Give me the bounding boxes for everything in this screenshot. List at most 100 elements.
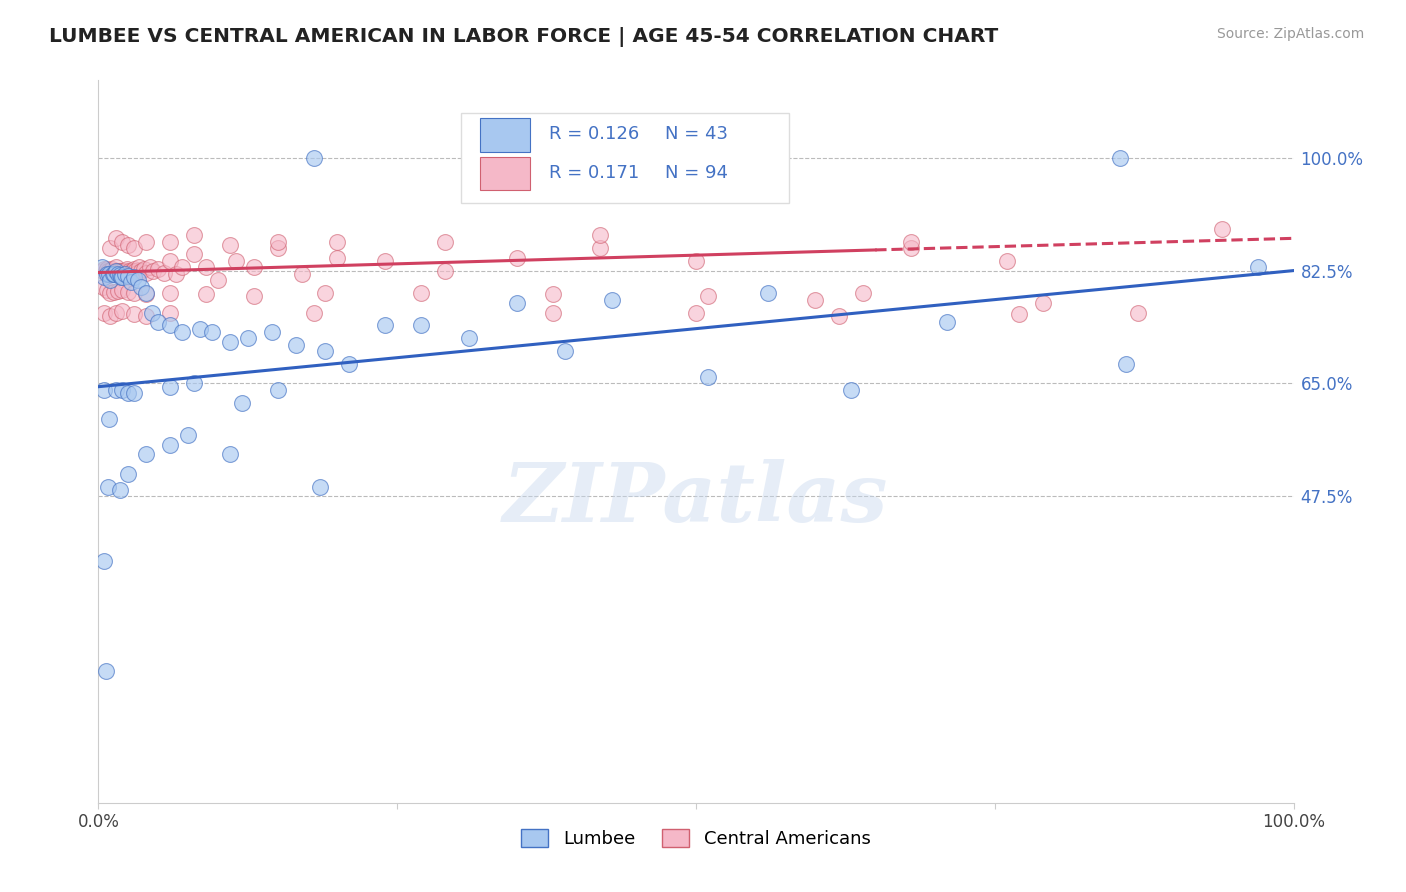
Point	[93, 270, 115, 285]
Point	[107, 266, 129, 280]
Point	[118, 263, 141, 277]
Point	[98, 266, 121, 280]
Point	[541, 305, 564, 319]
Point	[411, 286, 433, 301]
Point	[308, 480, 330, 494]
Point	[103, 267, 125, 281]
Point	[108, 268, 131, 282]
Text: R = 0.171: R = 0.171	[548, 163, 640, 182]
FancyBboxPatch shape	[479, 119, 530, 152]
Point	[107, 263, 129, 277]
Point	[900, 235, 922, 249]
Text: Source: ZipAtlas.com: Source: ZipAtlas.com	[1216, 27, 1364, 41]
Point	[1115, 357, 1137, 371]
Point	[995, 254, 1018, 268]
Point	[121, 263, 143, 277]
Point	[93, 383, 115, 397]
Point	[117, 285, 139, 299]
Point	[506, 251, 529, 265]
Point	[107, 267, 129, 281]
Text: ZIPatlas: ZIPatlas	[503, 459, 889, 540]
Point	[159, 235, 181, 249]
Point	[139, 260, 162, 275]
Point	[93, 305, 115, 319]
Point	[159, 254, 181, 268]
Point	[120, 275, 142, 289]
Point	[141, 305, 163, 319]
Point	[120, 267, 142, 281]
Point	[685, 254, 707, 268]
Point	[128, 260, 150, 275]
Point	[159, 286, 181, 301]
Point	[326, 251, 349, 265]
Point	[207, 273, 229, 287]
Point	[93, 261, 115, 276]
Point	[107, 284, 129, 298]
Point	[697, 289, 720, 303]
Point	[117, 266, 139, 280]
Point	[98, 273, 122, 287]
Point	[104, 263, 127, 277]
Point	[243, 260, 266, 275]
Point	[105, 260, 128, 275]
Point	[135, 266, 157, 280]
Point	[284, 338, 307, 352]
Point	[98, 309, 122, 323]
Point	[339, 357, 361, 371]
Point	[105, 231, 128, 245]
Point	[1211, 221, 1233, 235]
Point	[291, 267, 314, 281]
Point	[828, 309, 851, 323]
Point	[1008, 307, 1031, 321]
Point	[124, 261, 146, 276]
Point	[434, 263, 457, 277]
Point	[159, 380, 181, 394]
Point	[98, 267, 121, 281]
Point	[195, 287, 218, 301]
Point	[100, 261, 122, 276]
Point	[115, 263, 138, 277]
Point	[127, 273, 149, 287]
Point	[124, 307, 146, 321]
Text: N = 94: N = 94	[665, 163, 728, 182]
Point	[131, 279, 153, 293]
Point	[165, 267, 187, 281]
Point	[125, 266, 148, 280]
Point	[101, 267, 124, 281]
Point	[315, 344, 337, 359]
Point	[804, 293, 827, 307]
Point	[101, 266, 124, 280]
Point	[117, 269, 139, 284]
Point	[936, 315, 959, 329]
Point	[117, 237, 139, 252]
Point	[105, 305, 128, 319]
Point	[1032, 296, 1054, 310]
Point	[117, 467, 139, 481]
Legend: Lumbee, Central Americans: Lumbee, Central Americans	[515, 822, 877, 855]
Point	[96, 267, 118, 281]
Point	[225, 254, 247, 268]
Point	[124, 386, 146, 401]
Point	[148, 261, 170, 276]
Point	[105, 263, 128, 277]
Point	[1128, 305, 1150, 319]
Point	[411, 318, 433, 333]
Point	[94, 664, 117, 678]
Point	[756, 286, 779, 301]
Point	[434, 235, 457, 249]
Point	[195, 260, 218, 275]
Point	[98, 263, 122, 277]
Point	[131, 263, 153, 277]
Point	[108, 483, 131, 497]
Point	[302, 305, 325, 319]
Point	[135, 235, 157, 249]
Point	[188, 321, 211, 335]
Point	[111, 235, 134, 249]
Point	[135, 309, 157, 323]
Point	[841, 383, 863, 397]
Point	[458, 331, 481, 345]
Point	[183, 247, 205, 261]
Point	[900, 241, 922, 255]
Point	[117, 386, 139, 401]
Point	[135, 287, 157, 301]
